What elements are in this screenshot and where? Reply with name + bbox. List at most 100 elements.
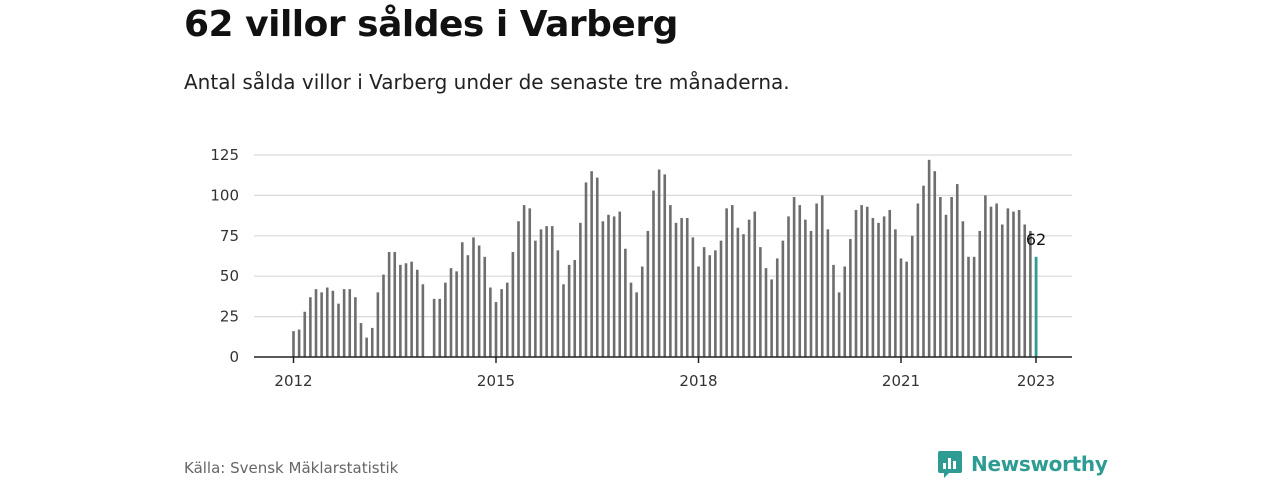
bar (359, 323, 363, 357)
y-tick-label: 0 (229, 348, 239, 366)
bar (781, 240, 785, 357)
bar (759, 247, 762, 357)
x-tick-label: 2021 (882, 372, 920, 390)
bar (972, 256, 976, 357)
x-tick-label: 2012 (274, 372, 312, 390)
bar (618, 211, 622, 357)
bar (579, 222, 582, 357)
bar (736, 227, 740, 357)
bar (894, 229, 897, 357)
bar (882, 216, 886, 357)
bar (505, 282, 509, 357)
bar (399, 264, 402, 357)
bar (674, 222, 678, 357)
bar (331, 290, 335, 357)
bar (421, 284, 425, 357)
bar (877, 222, 880, 357)
bar (460, 242, 464, 357)
bar (573, 260, 577, 357)
bar (337, 303, 340, 357)
bar (646, 230, 650, 357)
bar (550, 226, 554, 357)
bar (292, 331, 295, 357)
bar (354, 297, 357, 357)
bar (792, 197, 796, 357)
bar (415, 269, 419, 357)
bar (590, 171, 593, 357)
bar (843, 266, 847, 357)
bar (489, 287, 492, 357)
bar (567, 264, 571, 357)
bar (534, 240, 537, 357)
bars (292, 159, 1038, 357)
bar (539, 229, 543, 357)
chart-subtitle: Antal sålda villor i Varberg under de se… (184, 70, 790, 94)
y-tick-label: 50 (220, 267, 239, 285)
bar (483, 256, 487, 357)
bar (854, 209, 858, 357)
bar (888, 209, 892, 357)
labels: 0 25 50 75 100 125 2012 2015 2018 2021 2023 62 (210, 146, 1055, 390)
bar (798, 205, 802, 357)
bar (635, 292, 638, 357)
bar (1000, 224, 1004, 357)
bar (432, 298, 436, 357)
bar (939, 197, 942, 357)
bar (303, 311, 307, 357)
bar (989, 206, 993, 357)
bar (787, 216, 790, 357)
bar (685, 218, 689, 357)
bar (933, 171, 937, 357)
newsworthy-logo-text: Newsworthy (971, 452, 1108, 476)
bar (714, 250, 717, 357)
bar (624, 248, 627, 357)
bar (612, 216, 616, 357)
bar (382, 274, 385, 357)
bar (849, 239, 852, 357)
bar (556, 250, 560, 357)
bar (449, 268, 453, 357)
bar (742, 234, 745, 357)
latest-value-label: 62 (1026, 230, 1046, 249)
bar (832, 264, 835, 357)
bar (1006, 208, 1010, 357)
bar (865, 206, 869, 357)
bar-chart: 0 25 50 75 100 125 2012 2015 2018 2021 2023 62 (210, 146, 1072, 390)
bar (804, 219, 807, 357)
bar (680, 218, 683, 357)
bar (1012, 211, 1015, 357)
x-axis (254, 356, 1072, 363)
bar (984, 195, 987, 357)
bar (663, 174, 667, 357)
bar (511, 251, 515, 357)
bar (601, 221, 605, 357)
bar (500, 289, 503, 357)
bar (820, 195, 824, 357)
bar (809, 230, 813, 357)
bar (910, 235, 914, 357)
bar (770, 279, 773, 357)
bar (961, 221, 965, 357)
bar (545, 226, 548, 357)
bar (922, 185, 925, 357)
newsworthy-logo-icon (938, 451, 962, 478)
bar (528, 208, 532, 357)
bar (444, 282, 447, 357)
bar (410, 261, 413, 357)
y-tick-label: 100 (210, 186, 239, 204)
y-tick-label: 75 (220, 227, 239, 245)
source-note: Källa: Svensk Mäklarstatistik (184, 459, 399, 477)
bar (815, 203, 818, 357)
bar (309, 297, 312, 357)
bar (708, 255, 712, 357)
bar (978, 230, 982, 357)
bar (595, 177, 599, 357)
newsworthy-logo[interactable]: Newsworthy (937, 449, 1108, 479)
bar (837, 292, 841, 357)
bar (725, 208, 728, 357)
bar (387, 251, 391, 357)
bar (584, 182, 588, 357)
bar (899, 258, 903, 357)
bar (348, 289, 352, 357)
bar (562, 284, 565, 357)
